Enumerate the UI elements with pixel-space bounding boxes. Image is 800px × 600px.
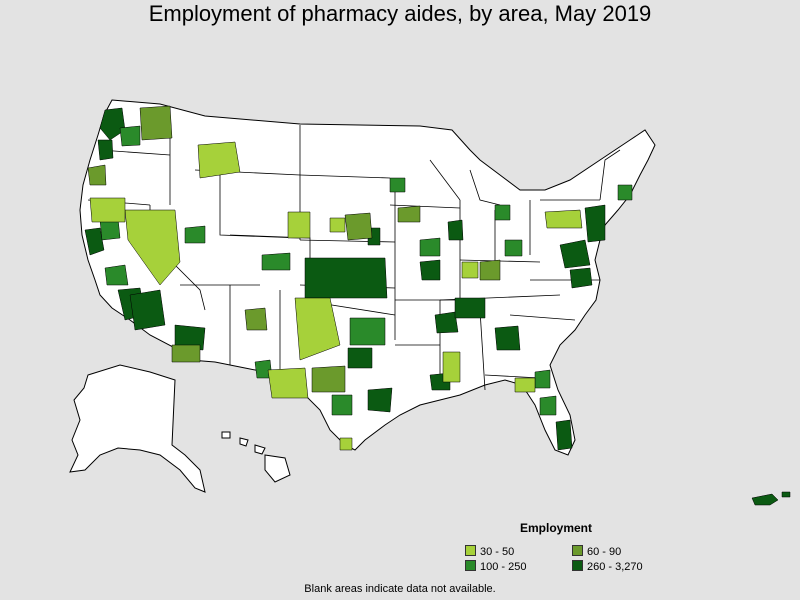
area-eugene: [87, 164, 107, 186]
area-ky: [479, 259, 501, 281]
area-indy: [419, 237, 441, 257]
area-san-antonio: [331, 394, 353, 416]
legend-swatch-30-50: [465, 545, 476, 556]
legend-item-260-3270: 260 - 3,270: [572, 560, 643, 574]
area-nashville: [454, 297, 486, 319]
alaska: [69, 364, 206, 493]
area-nm-west: [244, 307, 268, 331]
area-iowa: [344, 212, 373, 241]
area-sf-bay: [84, 227, 105, 256]
border-wi: [429, 159, 461, 201]
legend-item-100-250: 100 - 250: [465, 560, 526, 574]
hawaii-island-4: [264, 454, 291, 483]
area-miami: [555, 419, 573, 451]
legend-label-60-90: 60 - 90: [587, 546, 622, 558]
area-boston: [617, 184, 633, 201]
area-denver: [261, 252, 291, 271]
area-pa-north: [544, 209, 583, 229]
area-ia-north: [329, 217, 346, 233]
area-n-ca: [89, 197, 126, 223]
legend-item-60-90: 60 - 90: [572, 545, 621, 559]
legend-swatch-260-3270: [572, 560, 583, 571]
hawaii: [221, 431, 291, 483]
area-az-south: [171, 344, 201, 363]
border-nc-sc: [509, 314, 576, 321]
hawaii-island-3: [254, 444, 266, 455]
puerto-rico-shape: [751, 493, 779, 506]
area-tucson: [174, 324, 206, 351]
area-detroit: [494, 204, 511, 221]
area-spokane: [139, 105, 173, 141]
footnote: Blank areas indicate data not available.: [304, 583, 496, 595]
area-wi-area: [397, 205, 421, 223]
legend-swatch-100-250: [465, 560, 476, 571]
area-phoenix: [129, 289, 166, 331]
area-marks: [84, 105, 633, 451]
area-wy-east: [287, 211, 311, 239]
area-boise: [119, 125, 141, 147]
area-il-south: [461, 261, 479, 279]
legend-label-100-250: 100 - 250: [480, 561, 527, 573]
area-tx-south: [339, 437, 353, 451]
area-houston: [367, 387, 393, 413]
hawaii-island-1: [221, 431, 231, 439]
border-ga-fl: [484, 374, 541, 379]
area-tx-panhandle: [294, 297, 341, 361]
area-seattle: [99, 107, 126, 141]
area-nyc-phl: [584, 204, 606, 243]
area-dc-balt: [559, 239, 591, 269]
area-texas-central: [311, 365, 346, 393]
border-nd-sd: [299, 174, 391, 179]
legend-label-30-50: 30 - 50: [480, 546, 515, 558]
puerto-rico: [751, 491, 791, 506]
area-jacksonville: [534, 369, 551, 389]
area-stlouis: [419, 259, 441, 281]
puerto-rico-islet: [781, 491, 791, 498]
legend-title: Employment: [520, 521, 593, 535]
contiguous-us: [79, 99, 656, 456]
legend-swatch-60-90: [572, 545, 583, 556]
area-tx-west: [267, 367, 309, 399]
area-ms: [442, 351, 461, 383]
area-fargo: [389, 177, 406, 193]
area-fl-north: [514, 377, 536, 393]
border-new-england: [599, 149, 621, 201]
area-richmond: [569, 267, 593, 289]
area-tampa: [539, 395, 557, 416]
area-salt-lake: [184, 225, 206, 244]
map-title: Employment of pharmacy aides, by area, M…: [148, 1, 652, 26]
area-memphis: [434, 311, 459, 334]
area-atlanta: [494, 325, 521, 351]
hawaii-island-2: [239, 437, 249, 447]
legend-item-30-50: 30 - 50: [465, 545, 514, 559]
area-portland: [97, 139, 114, 161]
legend-label-260-3270: 260 - 3,270: [587, 561, 643, 573]
area-fresno: [104, 264, 129, 286]
border-mi: [469, 169, 501, 206]
border-mn-ia: [389, 204, 461, 209]
area-dallas: [347, 347, 373, 369]
border-al-ga: [479, 309, 486, 391]
area-okc: [349, 317, 386, 346]
area-chicago: [447, 219, 464, 241]
area-montana: [197, 141, 241, 179]
alaska-shape: [69, 364, 206, 493]
area-kansas: [304, 257, 388, 299]
area-nevada: [124, 209, 181, 286]
area-columbus: [504, 239, 523, 257]
